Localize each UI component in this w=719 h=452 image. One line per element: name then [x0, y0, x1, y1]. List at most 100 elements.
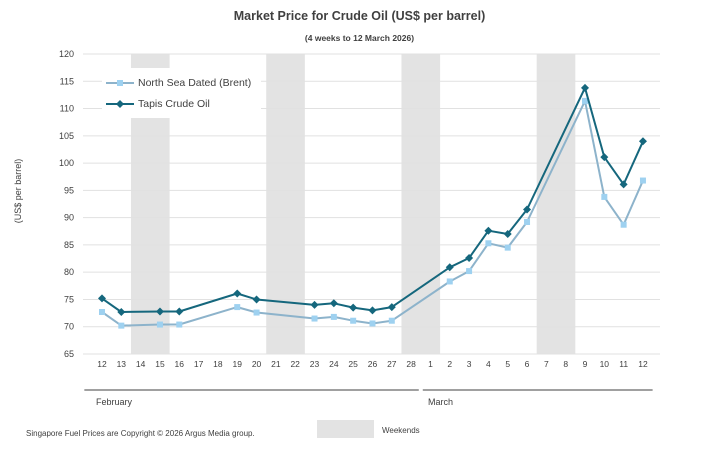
y-tick-label-120: 120 [59, 49, 74, 59]
x-tick-label: 16 [175, 359, 185, 369]
data-point-tapis [638, 137, 647, 146]
data-point-brent [118, 322, 125, 329]
y-tick-label-75: 75 [64, 294, 74, 304]
x-tick-label: 7 [544, 359, 549, 369]
weekend-band-3 [536, 54, 576, 354]
x-tick-label: 14 [136, 359, 146, 369]
data-point-tapis [98, 294, 106, 303]
x-tick-label: 1 [428, 359, 433, 369]
x-tick-label: 25 [348, 359, 358, 369]
data-point-brent [601, 193, 608, 200]
x-tick-label: 10 [600, 359, 610, 369]
data-point-tapis [465, 254, 474, 262]
weekend-legend-swatch [317, 420, 374, 438]
data-point-brent [330, 313, 337, 320]
data-point-brent [234, 304, 241, 311]
x-tick-label: 22 [290, 359, 300, 369]
data-point-tapis [445, 263, 454, 272]
y-tick-label-90: 90 [64, 213, 74, 223]
series-layer [98, 83, 647, 329]
gridlines [83, 53, 660, 355]
data-point-tapis [155, 307, 164, 316]
y-tick-label-95: 95 [64, 185, 74, 195]
y-tick-label-65: 65 [64, 349, 74, 359]
chart-title: Market Price for Crude Oil (US$ per barr… [233, 9, 486, 23]
x-tick-label: 23 [310, 359, 320, 369]
data-point-brent [582, 97, 588, 104]
data-point-brent [369, 320, 376, 327]
legend: North Sea Dated (Brent) Tapis Crude Oil [102, 68, 262, 118]
legend-swatch-brent [106, 79, 134, 86]
x-tick-label: 19 [233, 359, 243, 369]
y-tick-label-110: 110 [60, 104, 74, 114]
x-tick-label: 12 [638, 359, 648, 369]
x-tick-label: 4 [486, 359, 491, 369]
data-point-tapis [175, 307, 184, 316]
x-tick-label: 21 [271, 359, 281, 369]
legend-item-brent: North Sea Dated (Brent) [106, 72, 251, 93]
data-point-tapis [523, 205, 532, 214]
data-point-tapis [233, 289, 242, 298]
data-point-tapis [619, 180, 628, 189]
data-point-brent [504, 244, 511, 251]
x-tick-label: 2 [447, 359, 452, 369]
x-tick-label: 27 [387, 359, 397, 369]
data-point-brent [639, 177, 646, 184]
data-point-brent [350, 317, 357, 324]
x-axis-ticks: 12 13 14 15 16 17 18 19 20 21 22 23 24 25 26 27 28 1 2 3 4 5 6… [97, 359, 648, 369]
x-tick-label: 8 [563, 359, 568, 369]
data-point-tapis [368, 306, 377, 315]
legend-swatch-tapis [106, 99, 134, 108]
data-point-tapis [117, 308, 126, 316]
data-point-tapis [503, 230, 512, 238]
data-point-brent [524, 219, 531, 225]
data-point-tapis [387, 303, 396, 312]
copyright-text: Singapore Fuel Prices are Copyright © 20… [26, 429, 255, 438]
x-tick-label: 12 [97, 359, 107, 369]
x-tick-label: 20 [252, 359, 262, 369]
x-tick-label: 5 [505, 359, 510, 369]
y-tick-label-105: 105 [59, 131, 74, 141]
x-tick-label: 24 [329, 359, 339, 369]
data-point-tapis [581, 83, 589, 92]
y-axis-label: (US$ per barrel) [13, 158, 23, 224]
x-tick-label: 28 [406, 359, 416, 369]
data-point-brent [311, 315, 318, 322]
month-label-february: February [96, 397, 133, 407]
y-tick-label-100: 100 [59, 158, 74, 168]
x-tick-label: 15 [155, 359, 165, 369]
data-point-brent [388, 317, 395, 324]
weekend-band-1 [266, 54, 305, 354]
month-label-march: March [428, 397, 454, 407]
data-point-tapis [329, 299, 338, 308]
y-axis-ticks: 65 70 75 80 85 90 95 100 105 110 115 120 [59, 49, 74, 359]
x-tick-label: 6 [525, 359, 530, 369]
x-tick-label: 3 [467, 359, 472, 369]
data-point-brent [156, 321, 163, 328]
data-point-brent [466, 268, 473, 275]
series-line-brent [101, 99, 644, 327]
x-tick-label: 13 [117, 359, 127, 369]
legend-label-tapis: Tapis Crude Oil [138, 97, 210, 110]
x-tick-label: 9 [583, 359, 588, 369]
data-point-tapis [310, 300, 319, 309]
x-tick-label: 26 [368, 359, 378, 369]
data-point-brent [253, 309, 260, 316]
data-point-brent [446, 278, 453, 285]
x-tick-label: 18 [213, 359, 223, 369]
data-point-tapis [600, 153, 609, 162]
y-tick-label-80: 80 [64, 267, 74, 277]
data-point-tapis [252, 295, 261, 304]
data-point-brent [620, 221, 627, 228]
data-point-brent [99, 309, 105, 315]
chart-subtitle: (4 weeks to 12 March 2026) [304, 33, 415, 43]
weekend-band-2 [401, 54, 441, 354]
data-point-brent [485, 240, 492, 247]
series-line-tapis [101, 86, 644, 313]
weekend-legend-label: Weekends [382, 426, 420, 435]
y-tick-label-70: 70 [64, 322, 74, 332]
data-point-tapis [349, 303, 358, 312]
legend-label-brent: North Sea Dated (Brent) [138, 76, 252, 89]
legend-item-tapis: Tapis Crude Oil [106, 93, 251, 114]
